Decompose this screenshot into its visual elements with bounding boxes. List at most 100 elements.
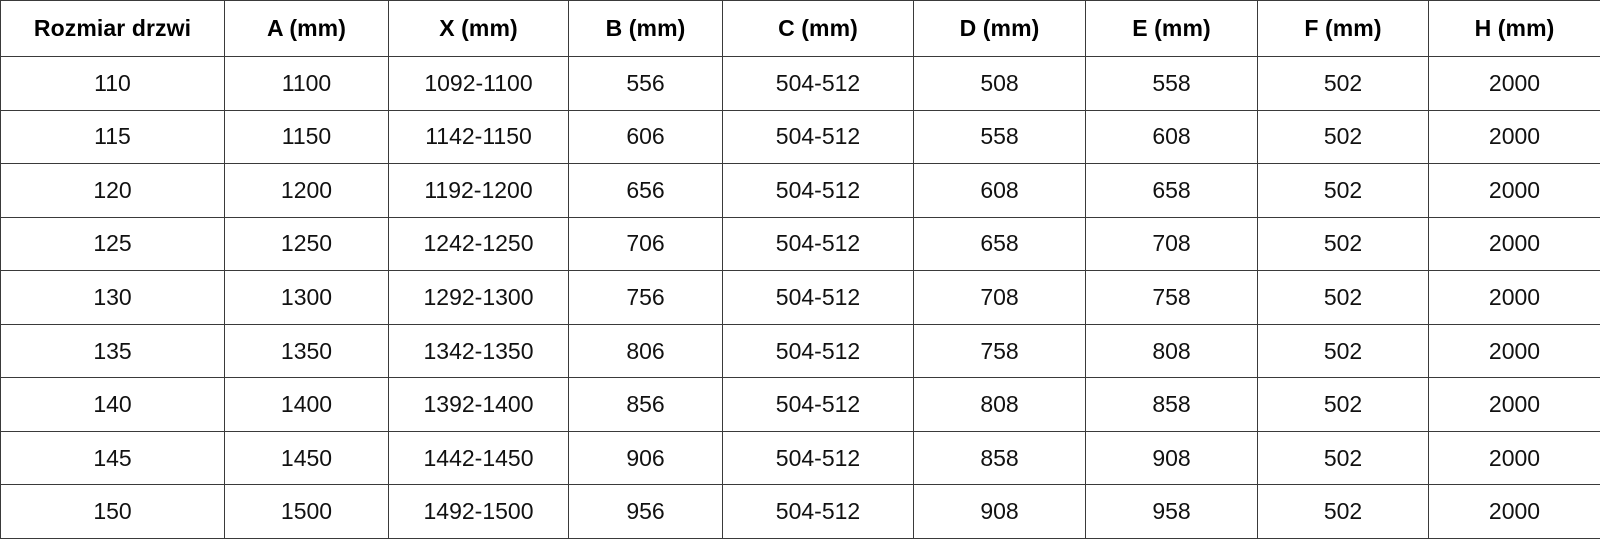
table-cell: 2000 — [1428, 216, 1600, 272]
column-header-5: D (mm) — [913, 0, 1086, 57]
table-cell: 504-512 — [722, 163, 914, 218]
table-cell: 1342-1350 — [388, 323, 569, 379]
table-row: 140 1400 1392-1400 856 504-512 808 858 502 2000 — [0, 377, 1600, 432]
table-cell: 1200 — [224, 163, 389, 218]
table-cell: 504-512 — [722, 323, 914, 379]
table-cell: 502 — [1257, 163, 1429, 218]
table-cell: 504-512 — [722, 216, 914, 272]
table-cell: 504-512 — [722, 430, 914, 486]
table-row: 125 1250 1242-1250 706 504-512 658 708 502 2000 — [0, 216, 1600, 272]
column-header-8: H (mm) — [1428, 0, 1600, 57]
table-cell: 504-512 — [722, 109, 914, 165]
table-cell: 556 — [568, 56, 723, 111]
table-cell: 502 — [1257, 484, 1429, 539]
row-label-cell: 150 — [0, 484, 225, 539]
table-cell: 658 — [913, 216, 1086, 272]
row-label-cell: 125 — [0, 216, 225, 272]
table-cell: 504-512 — [722, 270, 914, 325]
table-cell: 708 — [913, 270, 1086, 325]
table-cell: 656 — [568, 163, 723, 218]
column-header-3: B (mm) — [568, 0, 723, 57]
table-cell: 1300 — [224, 270, 389, 325]
table-cell: 1450 — [224, 430, 389, 486]
table-cell: 956 — [568, 484, 723, 539]
column-header-2: X (mm) — [388, 0, 569, 57]
table-cell: 1500 — [224, 484, 389, 539]
table-row: 145 1450 1442-1450 906 504-512 858 908 502 2000 — [0, 430, 1600, 486]
table-cell: 1192-1200 — [388, 163, 569, 218]
table-row: 120 1200 1192-1200 656 504-512 608 658 502 2000 — [0, 163, 1600, 218]
table-cell: 1092-1100 — [388, 56, 569, 111]
table-cell: 2000 — [1428, 270, 1600, 325]
table-cell: 758 — [913, 323, 1086, 379]
table-cell: 2000 — [1428, 109, 1600, 165]
table-cell: 1250 — [224, 216, 389, 272]
table-cell: 2000 — [1428, 56, 1600, 111]
table-cell: 558 — [1085, 56, 1258, 111]
table-cell: 1292-1300 — [388, 270, 569, 325]
table-cell: 908 — [1085, 430, 1258, 486]
table-cell: 504-512 — [722, 377, 914, 432]
table-body: 110 1100 1092-1100 556 504-512 508 558 502 2000 1… — [0, 56, 1600, 539]
table-cell: 658 — [1085, 163, 1258, 218]
table-cell: 1350 — [224, 323, 389, 379]
table-cell: 806 — [568, 323, 723, 379]
column-header-1: A (mm) — [224, 0, 389, 57]
table-cell: 808 — [1085, 323, 1258, 379]
table-cell: 502 — [1257, 430, 1429, 486]
table-cell: 504-512 — [722, 484, 914, 539]
table-cell: 608 — [1085, 109, 1258, 165]
row-label-cell: 120 — [0, 163, 225, 218]
row-label-cell: 135 — [0, 323, 225, 379]
table-cell: 2000 — [1428, 377, 1600, 432]
table-cell: 2000 — [1428, 430, 1600, 486]
table-cell: 504-512 — [722, 56, 914, 111]
table-cell: 1392-1400 — [388, 377, 569, 432]
table-cell: 706 — [568, 216, 723, 272]
table-cell: 1142-1150 — [388, 109, 569, 165]
table-cell: 708 — [1085, 216, 1258, 272]
table-header-row: Rozmiar drzwi A (mm) X (mm) B (mm) C (mm) D (… — [0, 0, 1600, 57]
row-label-cell: 110 — [0, 56, 225, 111]
table-cell: 1242-1250 — [388, 216, 569, 272]
row-label-cell: 140 — [0, 377, 225, 432]
table-header: Rozmiar drzwi A (mm) X (mm) B (mm) C (mm) D (… — [0, 0, 1600, 57]
table-row: 130 1300 1292-1300 756 504-512 708 758 502 2000 — [0, 270, 1600, 325]
table-cell: 758 — [1085, 270, 1258, 325]
table-cell: 2000 — [1428, 163, 1600, 218]
table-cell: 1400 — [224, 377, 389, 432]
table-cell: 808 — [913, 377, 1086, 432]
table-cell: 858 — [1085, 377, 1258, 432]
table-cell: 502 — [1257, 270, 1429, 325]
column-header-0: Rozmiar drzwi — [0, 0, 225, 57]
column-header-6: E (mm) — [1085, 0, 1258, 57]
table-row: 110 1100 1092-1100 556 504-512 508 558 502 2000 — [0, 56, 1600, 111]
table-row: 115 1150 1142-1150 606 504-512 558 608 502 2000 — [0, 109, 1600, 165]
table-cell: 2000 — [1428, 323, 1600, 379]
table-cell: 908 — [913, 484, 1086, 539]
table-cell: 606 — [568, 109, 723, 165]
row-label-cell: 115 — [0, 109, 225, 165]
table-cell: 906 — [568, 430, 723, 486]
table-cell: 502 — [1257, 377, 1429, 432]
table-cell: 502 — [1257, 216, 1429, 272]
row-label-cell: 145 — [0, 430, 225, 486]
column-header-7: F (mm) — [1257, 0, 1429, 57]
table-cell: 856 — [568, 377, 723, 432]
row-label-cell: 130 — [0, 270, 225, 325]
table-cell: 1150 — [224, 109, 389, 165]
column-header-4: C (mm) — [722, 0, 914, 57]
table-cell: 502 — [1257, 109, 1429, 165]
table-cell: 1442-1450 — [388, 430, 569, 486]
table-cell: 608 — [913, 163, 1086, 218]
table-cell: 858 — [913, 430, 1086, 486]
table-cell: 2000 — [1428, 484, 1600, 539]
table-cell: 1100 — [224, 56, 389, 111]
table-row: 135 1350 1342-1350 806 504-512 758 808 502 2000 — [0, 323, 1600, 379]
table-cell: 756 — [568, 270, 723, 325]
table-cell: 1492-1500 — [388, 484, 569, 539]
table-cell: 502 — [1257, 56, 1429, 111]
table-cell: 502 — [1257, 323, 1429, 379]
